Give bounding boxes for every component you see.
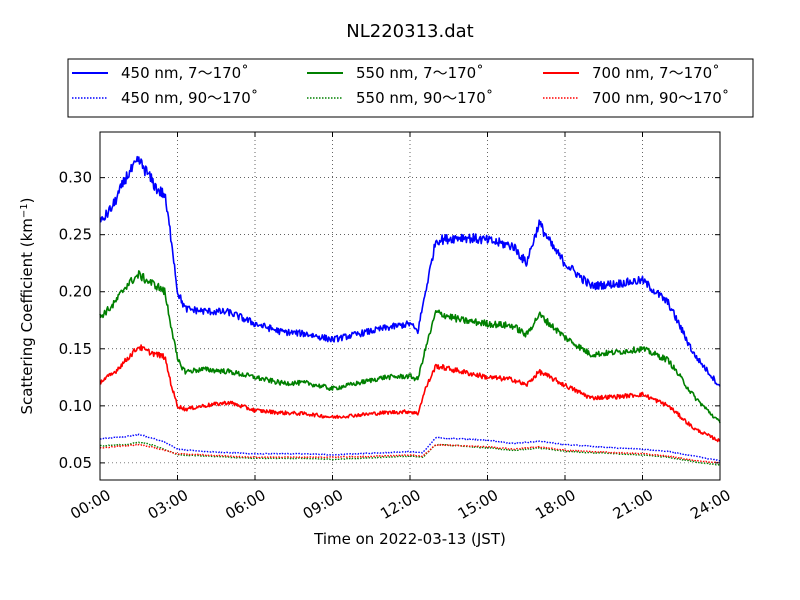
y-tick-label: 0.20 (59, 283, 92, 301)
y-axis-label-close: ) (18, 197, 36, 203)
x-tick-label: 00:00 (67, 486, 113, 523)
series-line-5 (99, 443, 721, 464)
legend-label-2: 700 nm, 7～170˚ (592, 64, 720, 82)
x-tick-label: 18:00 (532, 486, 578, 523)
y-axis-label-main: Scattering Coefficient (km (18, 218, 36, 414)
series-line-0 (99, 155, 721, 387)
series-line-4 (99, 441, 721, 466)
legend-label-4: 550 nm, 90～170˚ (356, 89, 493, 107)
legend: 450 nm, 7～170˚ 550 nm, 7～170˚ 700 nm, 7～17… (67, 58, 754, 118)
legend-label-1: 550 nm, 7～170˚ (356, 64, 484, 82)
y-axis-label: Scattering Coefficient (km−1) (18, 197, 36, 414)
series-line-1 (99, 270, 721, 424)
legend-label-5: 700 nm, 90～170˚ (592, 89, 729, 107)
y-tick-label: 0.05 (59, 454, 92, 472)
x-tick-label: 03:00 (145, 486, 191, 523)
x-tick-label: 24:00 (687, 486, 733, 523)
x-tick-label: 09:00 (300, 486, 346, 523)
legend-label-0: 450 nm, 7～170˚ (121, 64, 249, 82)
legend-label-3: 450 nm, 90～170˚ (121, 89, 258, 107)
x-axis-label: Time on 2022-03-13 (JST) (313, 530, 506, 548)
y-tick-label: 0.30 (59, 169, 92, 187)
chart-title: NL220313.dat (346, 21, 473, 42)
series-line-2 (99, 344, 721, 443)
y-tick-label: 0.25 (59, 226, 92, 244)
x-tick-label: 21:00 (610, 486, 656, 523)
plot-area: 00:00 03:00 06:00 09:00 12:00 15:00 18:00 21:00… (59, 131, 734, 523)
x-tick-label: 06:00 (222, 486, 268, 523)
legend-box (67, 58, 754, 118)
y-tick-label: 0.15 (59, 340, 92, 358)
x-tick-label: 15:00 (455, 486, 501, 523)
x-tick-label: 12:00 (377, 486, 423, 523)
y-axis-label-exponent: −1 (19, 203, 30, 218)
y-tick-label: 0.10 (59, 397, 92, 415)
